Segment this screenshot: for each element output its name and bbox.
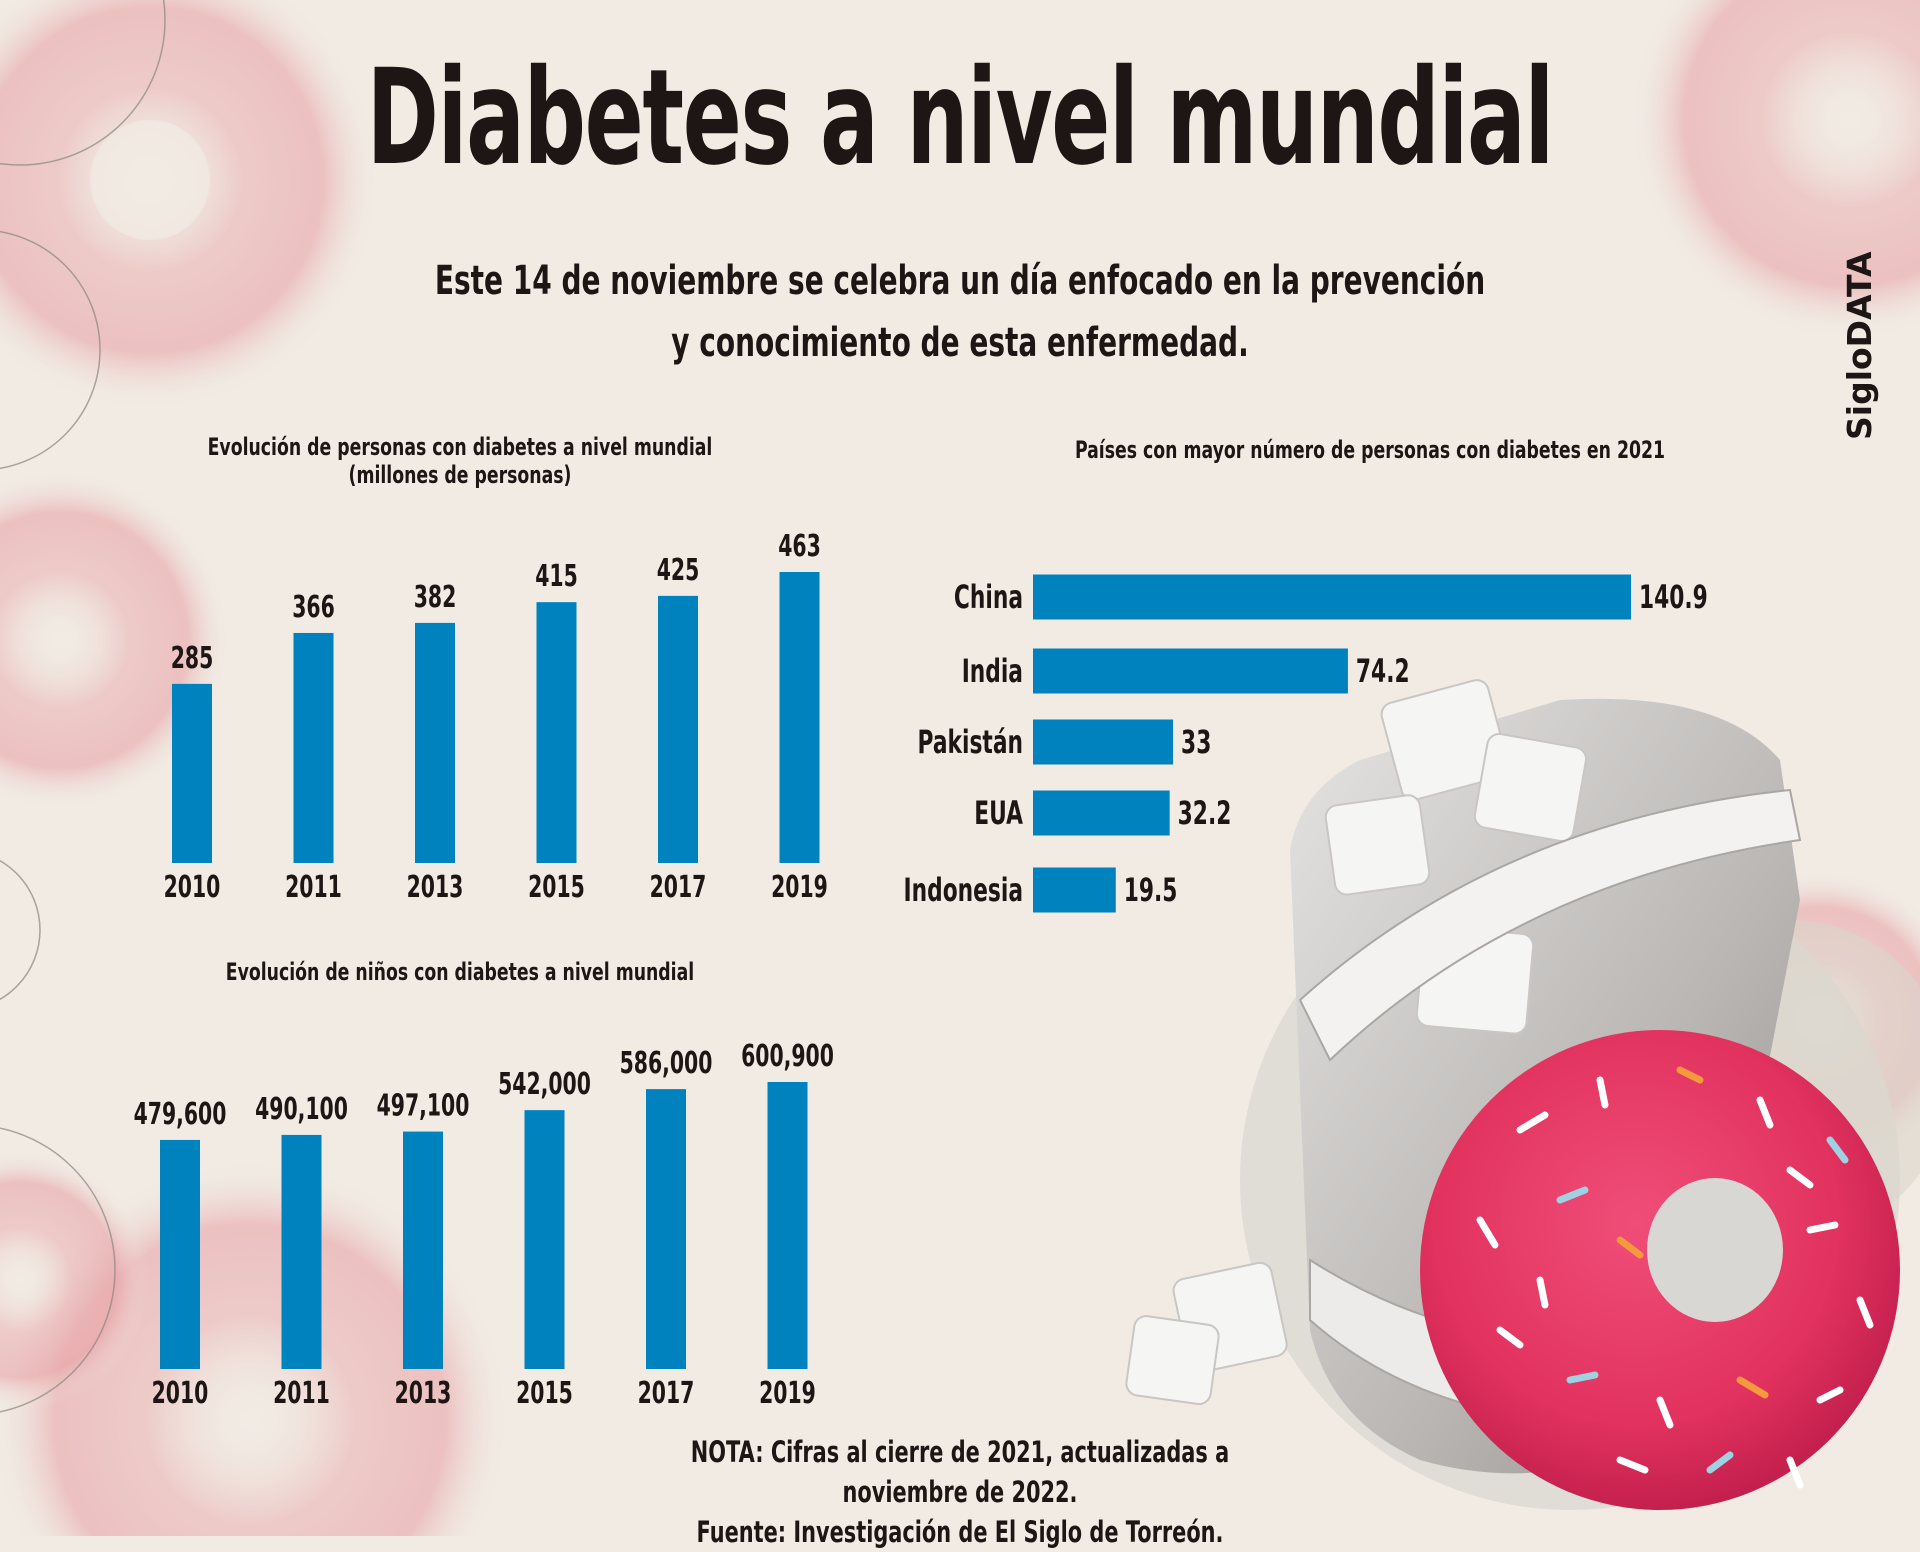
data-label: 366 xyxy=(292,590,335,625)
bar xyxy=(172,683,212,863)
data-label: 140.9 xyxy=(1639,580,1708,616)
bar xyxy=(658,595,698,863)
x-tick-label: 2011 xyxy=(285,870,342,905)
bar xyxy=(293,632,334,863)
data-label: 415 xyxy=(535,559,578,594)
data-label: 382 xyxy=(414,580,457,615)
data-label: 600,900 xyxy=(741,1039,834,1074)
y-category-label: India xyxy=(962,654,1023,690)
chart-people-title: Evolución de personas con diabetes a niv… xyxy=(100,433,820,489)
x-tick-label: 2013 xyxy=(395,1376,452,1411)
bar xyxy=(536,602,577,863)
page-title: Diabetes a nivel mundial xyxy=(0,52,1920,184)
data-label: 479,600 xyxy=(134,1097,227,1132)
x-tick-label: 2019 xyxy=(759,1376,816,1411)
bar xyxy=(1033,719,1174,765)
bar xyxy=(160,1139,200,1369)
x-tick-label: 2010 xyxy=(152,1376,209,1411)
bar xyxy=(403,1131,443,1369)
page-subtitle: Este 14 de noviembre se celebra un día e… xyxy=(0,250,1920,374)
chart-people-subtitle-text: (millones de personas) xyxy=(348,461,572,489)
data-label: 542,000 xyxy=(498,1067,591,1102)
data-label: 497,100 xyxy=(377,1089,470,1124)
bar xyxy=(1033,790,1170,836)
chart-countries-title-text: Países con mayor número de personas con … xyxy=(1074,436,1666,464)
data-label: 74.2 xyxy=(1356,654,1410,690)
x-tick-label: 2017 xyxy=(650,870,707,905)
bar xyxy=(767,1082,808,1369)
x-tick-label: 2011 xyxy=(273,1376,330,1411)
data-label: 285 xyxy=(171,641,214,676)
x-tick-label: 2015 xyxy=(528,870,585,905)
x-tick-label: 2013 xyxy=(407,870,464,905)
bar xyxy=(1033,574,1631,620)
data-label: 490,100 xyxy=(255,1092,348,1127)
x-tick-label: 2015 xyxy=(516,1376,573,1411)
footer-notes: NOTA: Cifras al cierre de 2021, actualiz… xyxy=(560,1432,1360,1552)
bar xyxy=(1033,867,1116,913)
x-tick-label: 2019 xyxy=(771,870,828,905)
footer-source: Fuente: Investigación de El Siglo de Tor… xyxy=(696,1515,1224,1549)
x-tick-label: 2017 xyxy=(638,1376,695,1411)
data-label: 32.2 xyxy=(1178,796,1232,832)
bar xyxy=(415,622,455,863)
data-label: 33 xyxy=(1181,725,1211,761)
chart-children-title-text: Evolución de niños con diabetes a nivel … xyxy=(225,958,695,986)
y-category-label: EUA xyxy=(974,796,1023,832)
y-category-label: Pakistán xyxy=(918,725,1023,761)
bar xyxy=(646,1089,686,1369)
subtitle-line-1: Este 14 de noviembre se celebra un día e… xyxy=(434,258,1486,304)
page-title-text: Diabetes a nivel mundial xyxy=(366,41,1555,195)
chart-children-title: Evolución de niños con diabetes a nivel … xyxy=(100,958,820,986)
subtitle-line-2: y conocimiento de esta enfermedad. xyxy=(671,320,1249,366)
bar xyxy=(1033,648,1348,694)
data-label: 19.5 xyxy=(1124,873,1178,909)
bar xyxy=(524,1110,565,1369)
chart-countries-title: Países con mayor número de personas con … xyxy=(960,436,1780,464)
data-label: 463 xyxy=(778,529,821,564)
data-label: 425 xyxy=(657,553,700,588)
data-label: 586,000 xyxy=(620,1046,713,1081)
y-category-label: Indonesia xyxy=(904,873,1023,909)
footer-note: NOTA: Cifras al cierre de 2021, actualiz… xyxy=(690,1435,1230,1509)
bar xyxy=(281,1134,322,1369)
chart-people-title-text: Evolución de personas con diabetes a niv… xyxy=(207,433,713,461)
y-category-label: China xyxy=(954,580,1023,616)
x-tick-label: 2010 xyxy=(164,870,221,905)
bar xyxy=(779,572,820,863)
